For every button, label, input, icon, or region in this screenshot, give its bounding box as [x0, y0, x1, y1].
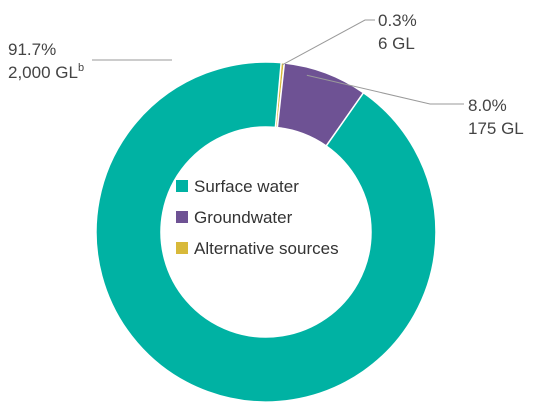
alternative-sources-percent-label: 0.3%: [378, 11, 417, 30]
leader-line-alternative-sources: [282, 19, 375, 66]
leader-line-groundwater: [306, 74, 464, 105]
legend: Surface water Groundwater Alternative so…: [176, 177, 339, 258]
legend-swatch-alternative-sources: [176, 242, 188, 254]
alternative-sources-volume-label: 6 GL: [378, 34, 415, 53]
surface-water-percent-label: 91.7%: [8, 40, 56, 59]
legend-swatch-groundwater: [176, 211, 188, 223]
legend-label-groundwater: Groundwater: [194, 208, 293, 227]
surface-water-volume-label: 2,000 GLb: [8, 62, 84, 82]
legend-swatch-surface-water: [176, 180, 188, 192]
legend-label-surface-water: Surface water: [194, 177, 299, 196]
donut-slices: [95, 61, 437, 403]
groundwater-volume-label: 175 GL: [468, 119, 524, 138]
groundwater-percent-label: 8.0%: [468, 96, 507, 115]
surface-water-volume-text: 2,000 GL: [8, 63, 78, 82]
slice-surface-water: [95, 61, 437, 403]
leader-lines: [92, 19, 464, 105]
surface-water-footnote-marker: b: [78, 62, 84, 74]
legend-label-alternative-sources: Alternative sources: [194, 239, 339, 258]
